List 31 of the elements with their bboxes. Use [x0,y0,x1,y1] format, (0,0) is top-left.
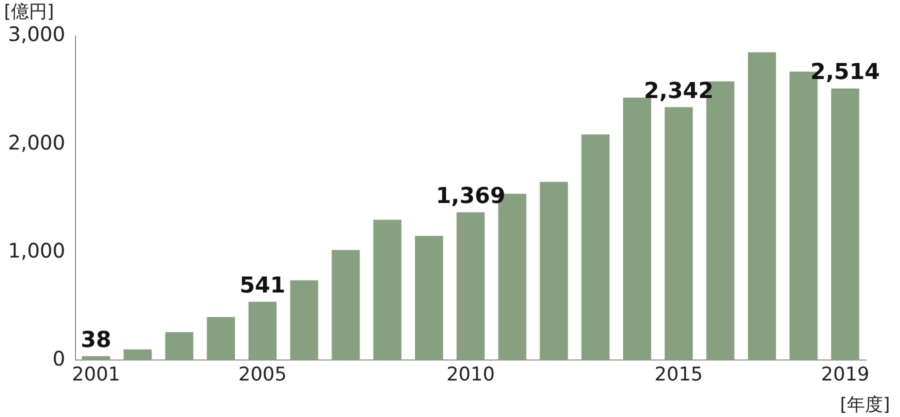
x-tick-label: 2005 [238,364,287,386]
data-label: 1,369 [436,184,506,209]
bar [748,52,776,360]
y-tick-label: 3,000 [8,22,66,46]
data-label: 541 [240,273,286,298]
bar [206,316,235,360]
bar [248,302,277,360]
y-tick-label: 2,000 [8,130,66,154]
bar [124,349,152,360]
y-tick-label: 1,000 [8,238,66,262]
bar [540,182,568,360]
bar [82,356,110,360]
bar [290,280,318,360]
bar [664,107,693,360]
x-tick-label: 2015 [654,364,703,386]
y-tick-label: 0 [52,346,66,370]
bar [414,236,444,360]
data-label: 38 [80,328,112,353]
bar [456,212,485,360]
bar [332,250,360,360]
x-tick-label: 2010 [446,364,495,386]
bar [373,220,402,360]
data-label: 2,342 [644,78,714,104]
bar [165,332,194,360]
x-tick-label: 2019 [821,364,870,386]
x-tick-label: 2001 [72,364,120,386]
y-axis-title: [億円] [4,2,54,23]
data-label: 2,514 [810,60,880,86]
bar [831,88,860,360]
bar [581,134,610,360]
x-axis-title: [年度] [840,394,890,416]
